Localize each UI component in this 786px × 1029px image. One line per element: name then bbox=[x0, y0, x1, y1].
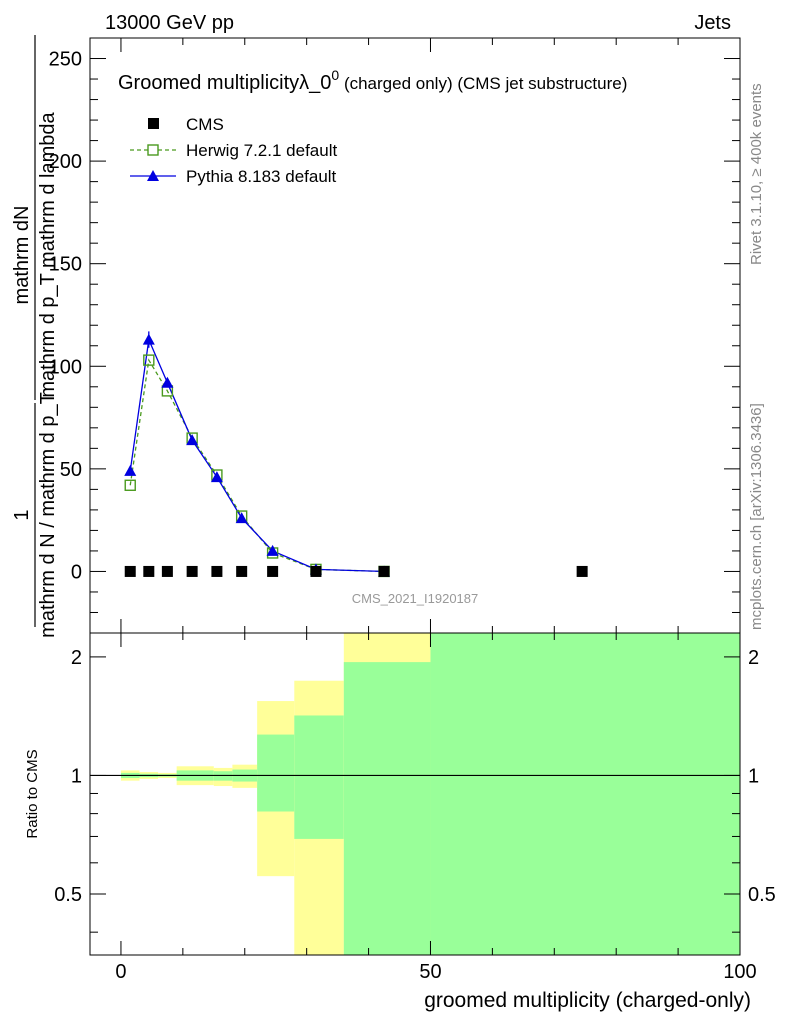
ratio-plot-area: 0.5 0.5 1 1 2 2 0 50 100 bbox=[54, 632, 776, 983]
plot-title-main: Groomed multiplicityλ_0 bbox=[118, 72, 331, 94]
ratio-y-tick-label-left: 0.5 bbox=[54, 884, 82, 906]
y-label-prefix-denominator: mathrm d N / mathrm d p_T bbox=[37, 392, 59, 638]
y-label-prefix-numerator: 1 bbox=[11, 509, 33, 520]
pythia-point bbox=[142, 333, 155, 345]
pythia-point bbox=[124, 464, 137, 476]
ratio-band-green bbox=[430, 633, 740, 955]
ratio-y-tick-label-left: 2 bbox=[71, 647, 82, 669]
main-frame bbox=[89, 37, 741, 634]
analysis-id: CMS_2021_I1920187 bbox=[352, 591, 479, 606]
ratio-y-tick-label-right: 1 bbox=[748, 765, 759, 787]
y-tick-label: 250 bbox=[49, 49, 82, 71]
cms-point bbox=[143, 565, 155, 577]
ratio-band-green bbox=[294, 715, 344, 839]
legend-marker-cms bbox=[148, 118, 159, 129]
category-label: Jets bbox=[694, 12, 731, 34]
y-tick-label: 200 bbox=[49, 151, 82, 173]
pythia-point bbox=[266, 544, 279, 556]
ratio-y-tick-label-right: 0.5 bbox=[748, 884, 776, 906]
y-tick-label: 150 bbox=[49, 254, 82, 276]
energy-label: 13000 GeV pp bbox=[105, 12, 234, 34]
y-tick-label: 0 bbox=[71, 561, 82, 583]
main-y-axis-label: 1 mathrm d N / mathrm d p_T mathrm dN ma… bbox=[11, 35, 59, 638]
cms-point bbox=[378, 565, 390, 577]
ratio-y-tick-label-right: 2 bbox=[748, 647, 759, 669]
legend-label-pythia: Pythia 8.183 default bbox=[186, 167, 337, 186]
cms-point bbox=[124, 565, 136, 577]
y-tick-label: 50 bbox=[60, 459, 82, 481]
ratio-frame bbox=[89, 632, 741, 956]
y-tick-label: 100 bbox=[49, 356, 82, 378]
main-y-tick-labels: 0 50 100 150 200 250 bbox=[49, 49, 82, 584]
ratio-tick-labels: 0.5 0.5 1 1 2 2 0 50 100 bbox=[54, 647, 776, 983]
ratio-band-green bbox=[257, 734, 295, 812]
legend-marker-herwig bbox=[147, 144, 159, 156]
x-tick-label: 0 bbox=[115, 961, 126, 983]
cms-point bbox=[211, 565, 223, 577]
herwig-point bbox=[124, 479, 136, 491]
cms-point bbox=[576, 565, 588, 577]
plot-title: Groomed multiplicityλ_00 (charged only) … bbox=[118, 67, 627, 94]
plot-title-tail: (charged only) (CMS jet substructure) bbox=[339, 74, 627, 93]
x-tick-label: 100 bbox=[723, 961, 756, 983]
pythia-point bbox=[186, 434, 199, 446]
legend-label-herwig: Herwig 7.2.1 default bbox=[186, 141, 337, 160]
y-label-numerator: mathrm dN bbox=[11, 206, 33, 305]
y-label-denominator: mathrm d p_T mathrm d lambda bbox=[37, 111, 59, 397]
ratio-y-tick-label-left: 1 bbox=[71, 765, 82, 787]
x-tick-label: 50 bbox=[419, 961, 441, 983]
ratio-y-axis-label: Ratio to CMS bbox=[24, 749, 41, 838]
x-axis-label: groomed multiplicity (charged-only) bbox=[424, 989, 751, 1012]
cms-point bbox=[186, 565, 198, 577]
mcplots-label: mcplots.cern.ch [arXiv:1306.3436] bbox=[748, 403, 765, 630]
ratio-bands bbox=[120, 633, 740, 955]
plot-title-superscript: 0 bbox=[331, 67, 339, 83]
pythia-point bbox=[161, 376, 174, 388]
legend: CMS Herwig 7.2.1 default Pythia 8.183 de… bbox=[130, 115, 337, 186]
main-axis-ticks bbox=[90, 38, 741, 633]
cms-point bbox=[161, 565, 173, 577]
legend-label-cms: CMS bbox=[186, 115, 224, 134]
rivet-version-label: Rivet 3.1.10, ≥ 400k events bbox=[748, 83, 765, 265]
cms-point bbox=[310, 565, 322, 577]
series-layer bbox=[124, 331, 588, 578]
ratio-band-green bbox=[343, 662, 431, 955]
pythia-point bbox=[210, 471, 223, 483]
cms-point bbox=[267, 565, 279, 577]
herwig-point bbox=[143, 354, 155, 366]
legend-marker-pythia bbox=[147, 170, 159, 181]
pythia-point bbox=[235, 512, 248, 524]
cms-point bbox=[236, 565, 248, 577]
